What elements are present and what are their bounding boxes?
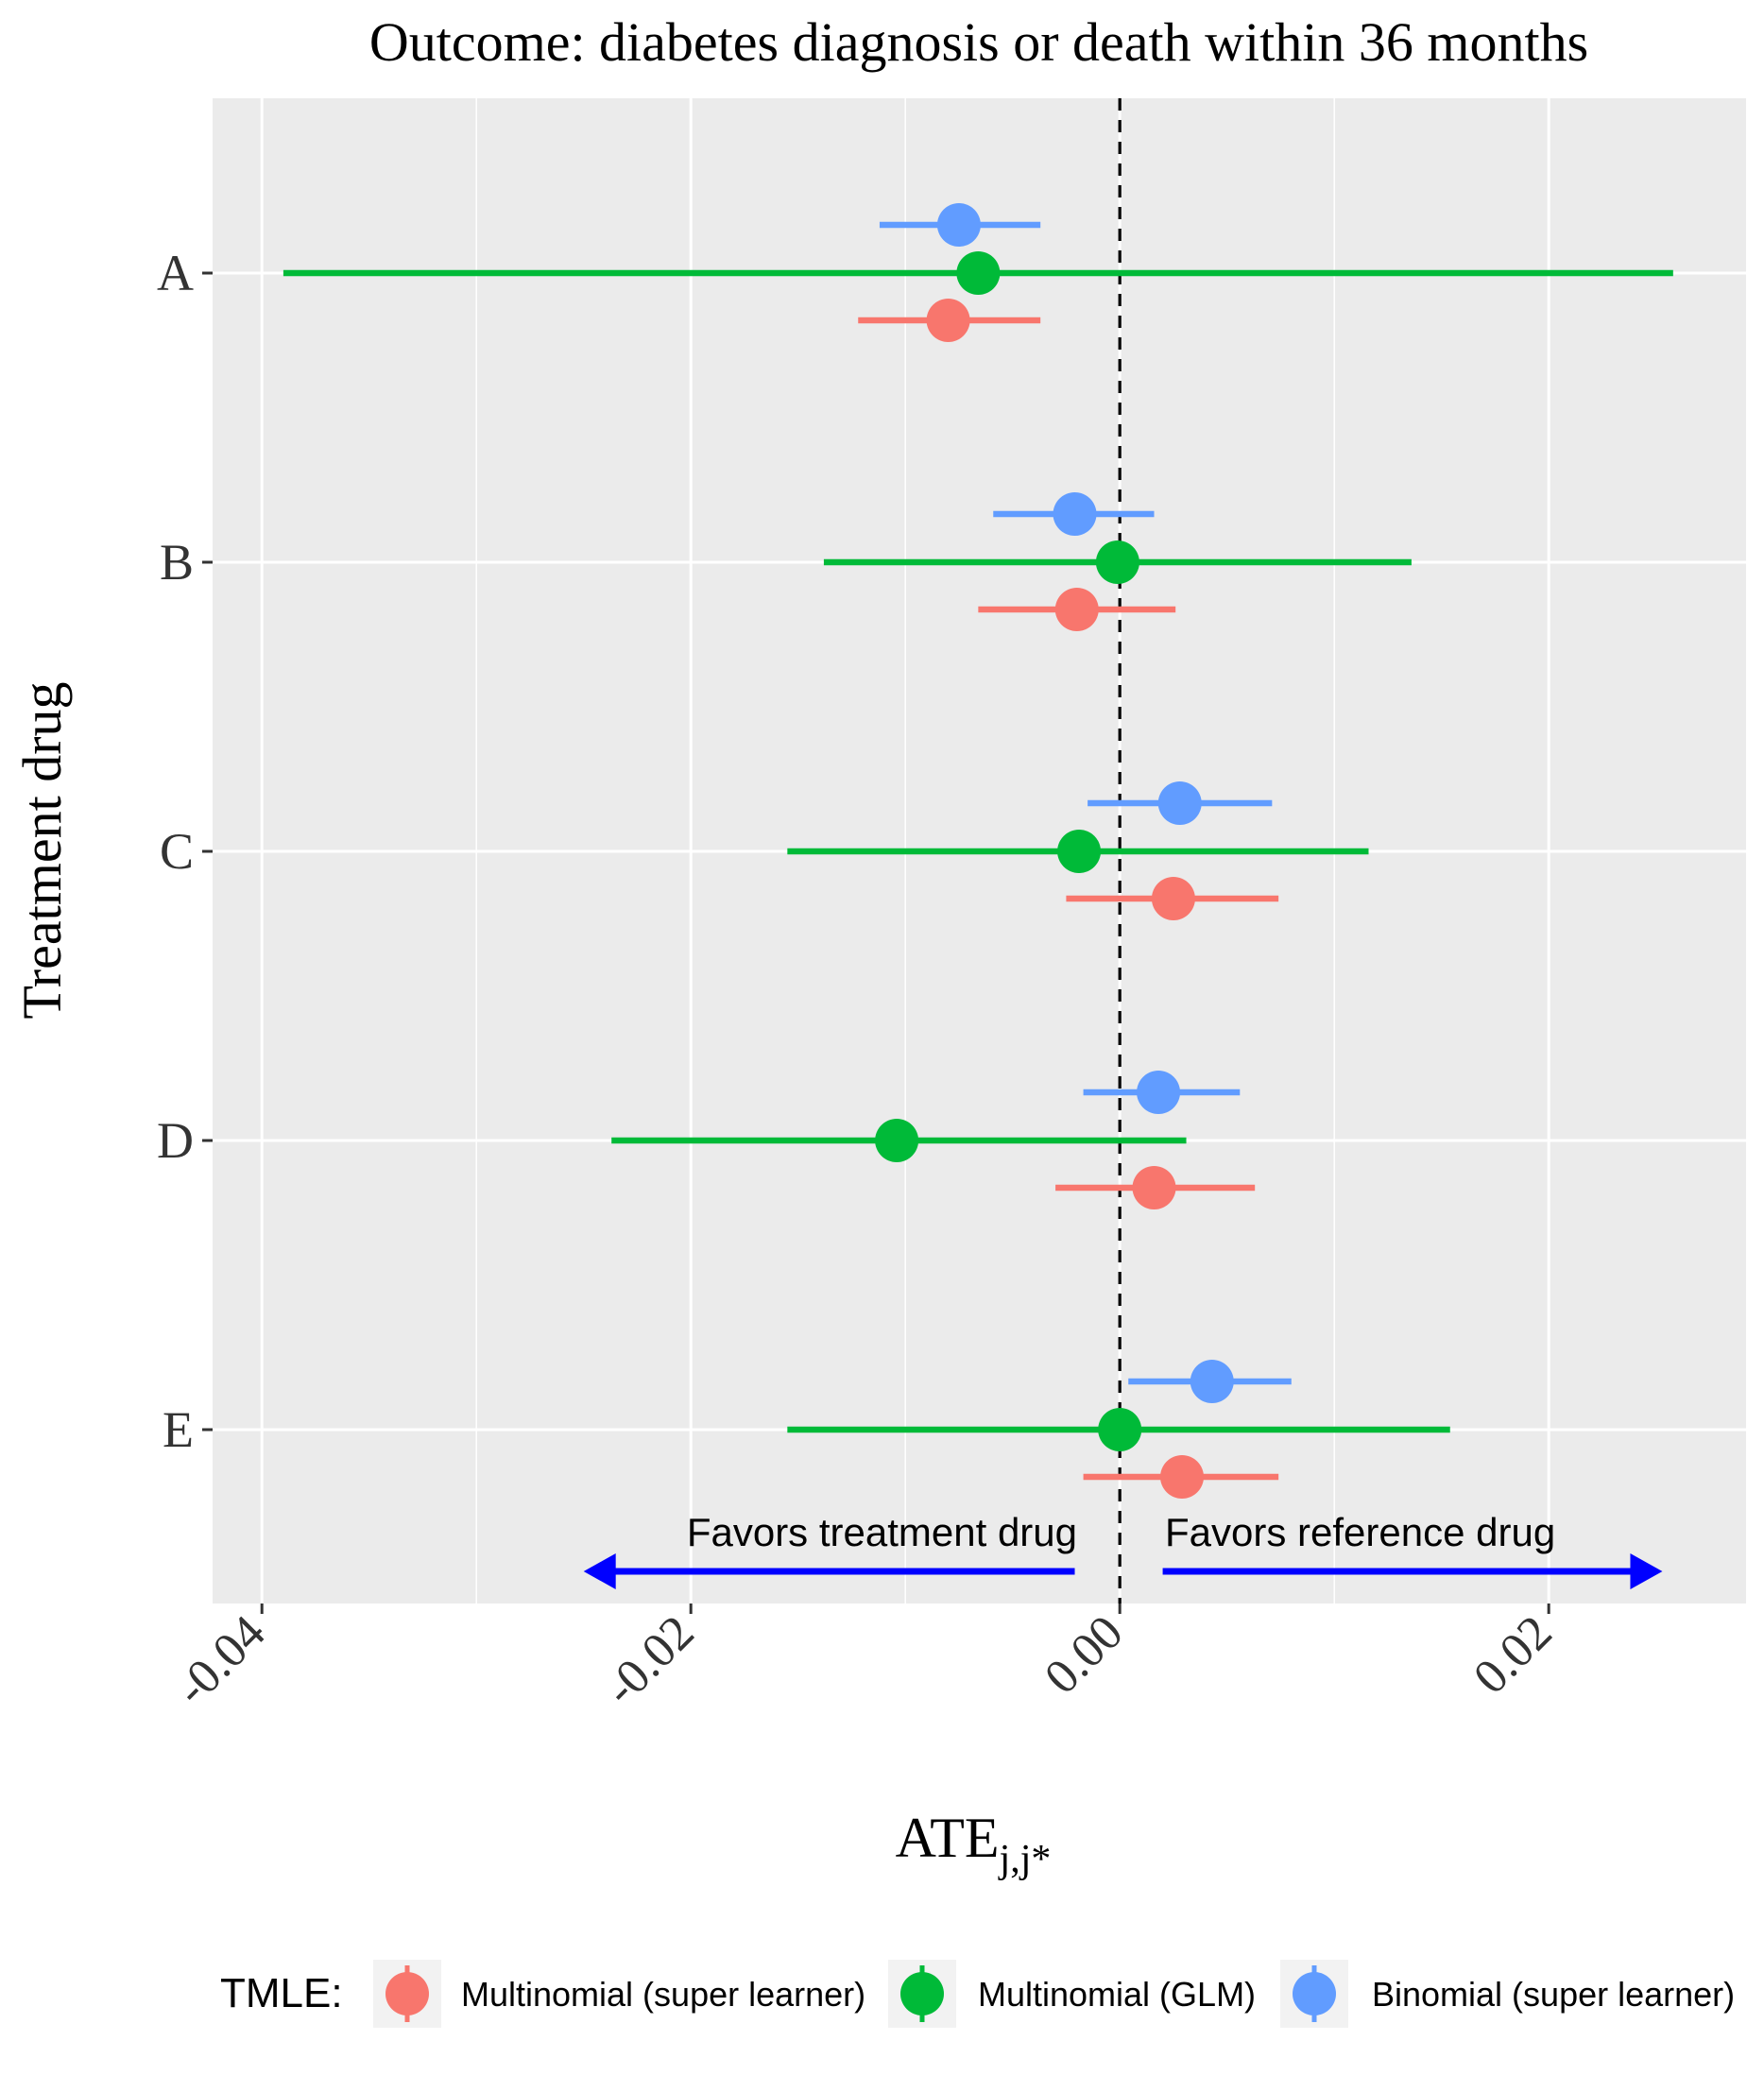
legend-title: TMLE: [220, 1970, 343, 2016]
point-estimate-c-multinomial-super-learner [1151, 877, 1195, 920]
legend-item-multinomial-glm: Multinomial (GLM) [888, 1960, 1256, 2028]
point-estimate-e-multinomial-glm [1098, 1408, 1142, 1451]
point-estimate-e-binomial-super-learner [1190, 1360, 1234, 1403]
legend-item-multinomial-super-learner: Multinomial (super learner) [373, 1960, 865, 2028]
point-estimate-e-multinomial-super-learner [1160, 1455, 1205, 1499]
x-tick-label: -0.02 [594, 1605, 705, 1716]
series-layer [283, 203, 1673, 1499]
legend-key-dot [900, 1972, 944, 2015]
point-estimate-a-multinomial-glm [956, 251, 1001, 295]
y-tick-label-b: B [160, 534, 194, 591]
point-estimate-c-multinomial-glm [1057, 830, 1102, 873]
y-tick-label-e: E [163, 1401, 194, 1458]
x-tick-label: -0.04 [165, 1605, 276, 1716]
point-estimate-c-binomial-super-learner [1157, 781, 1202, 825]
legend-item-binomial-super-learner: Binomial (super learner) [1280, 1960, 1735, 2028]
x-axis: -0.04 -0.02 0.00 0.02 [165, 1603, 1563, 1716]
arrow-left-head [583, 1553, 616, 1589]
x-axis-title-main: ATE [896, 1807, 1000, 1869]
x-tick-label: 0.02 [1464, 1605, 1563, 1705]
legend: TMLE: Multinomial (super learner) Multino… [220, 1960, 1735, 2028]
y-tick-label-a: A [157, 245, 194, 301]
annotation-layer: Favors treatment drug Favors reference d… [583, 1510, 1663, 1589]
legend-label-multinomial-glm: Multinomial (GLM) [978, 1975, 1256, 2014]
x-axis-title: ATEj,j* [896, 1807, 1052, 1881]
point-estimate-d-multinomial-glm [875, 1119, 919, 1162]
point-estimate-b-multinomial-glm [1095, 540, 1139, 584]
point-estimate-b-multinomial-super-learner [1054, 588, 1099, 631]
arrow-right-head [1630, 1553, 1663, 1589]
series-multinomial-super-learner [858, 299, 1279, 1499]
annotation-favors-treatment: Favors treatment drug [687, 1510, 1077, 1554]
point-estimate-a-binomial-super-learner [936, 203, 981, 247]
x-tick-label: 0.00 [1035, 1605, 1134, 1705]
legend-label-binomial-super-learner: Binomial (super learner) [1372, 1975, 1735, 2014]
legend-label-multinomial-super-learner: Multinomial (super learner) [461, 1975, 865, 2014]
y-axis-title: Treatment drug [11, 681, 73, 1019]
point-estimate-d-multinomial-super-learner [1132, 1166, 1176, 1209]
series-multinomial-glm [283, 251, 1673, 1451]
y-tick-label-c: C [160, 823, 194, 880]
point-estimate-d-binomial-super-learner [1137, 1071, 1181, 1114]
chart-title: Outcome: diabetes diagnosis or death wit… [369, 11, 1588, 73]
legend-key-dot [1293, 1972, 1336, 2015]
point-estimate-a-multinomial-super-learner [926, 299, 970, 342]
x-axis-title-subscript: j,j* [998, 1838, 1052, 1881]
series-binomial-super-learner [879, 203, 1292, 1403]
y-tick-label-d: D [157, 1112, 194, 1169]
legend-key-dot [385, 1972, 429, 2015]
point-estimate-b-binomial-super-learner [1053, 492, 1097, 536]
y-axis: A B C D E [157, 245, 213, 1458]
annotation-favors-reference: Favors reference drug [1165, 1510, 1555, 1554]
